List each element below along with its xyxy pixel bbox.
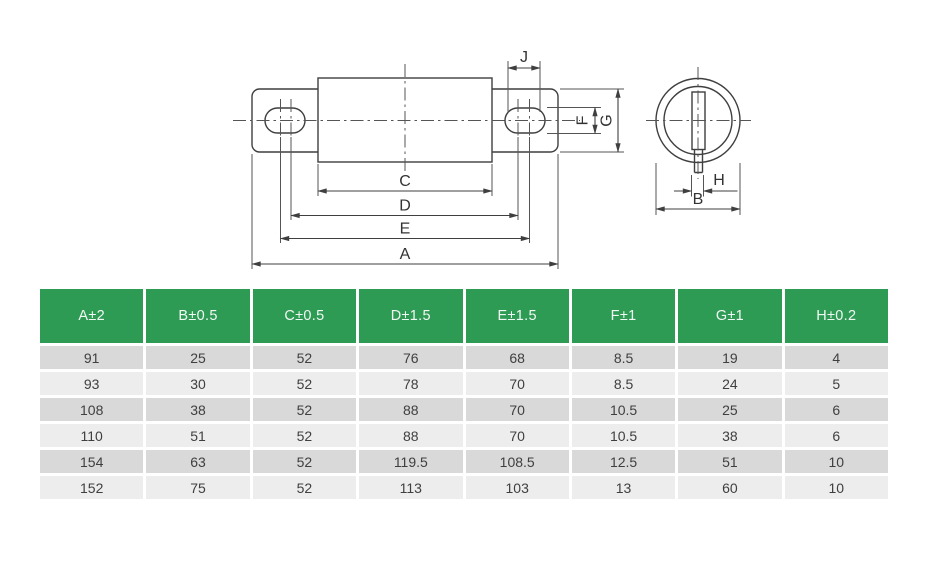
label-h: H	[713, 172, 725, 189]
table-cell: 52	[252, 450, 357, 473]
table-cell: 24	[678, 372, 782, 395]
table-cell: 12.5	[571, 450, 676, 473]
table-cell: 108.5	[465, 450, 569, 473]
table-cell: 88	[359, 424, 463, 447]
table-cell: 103	[465, 476, 569, 499]
table-cell: 38	[146, 398, 250, 421]
column-header-d: D±1.5	[359, 289, 463, 343]
table-cell: 30	[146, 372, 250, 395]
table-cell: 10.5	[571, 398, 676, 421]
column-header-e: E±1.5	[465, 289, 569, 343]
table-cell: 52	[252, 424, 357, 447]
table-cell: 4	[784, 346, 888, 369]
centerlines	[233, 64, 751, 179]
label-g: G	[599, 114, 616, 126]
table-cell: 8.5	[571, 372, 676, 395]
table-cell: 52	[252, 476, 357, 499]
table-cell: 51	[678, 450, 782, 473]
table-cell: 60	[678, 476, 782, 499]
table-cell: 52	[252, 346, 357, 369]
table-cell: 76	[359, 346, 463, 369]
label-b: B	[693, 191, 704, 208]
label-c: C	[399, 173, 411, 190]
table-cell: 52	[252, 372, 357, 395]
table-cell: 8.5	[571, 346, 676, 369]
table-cell: 110	[40, 424, 144, 447]
dimension-lines	[251, 65, 741, 267]
column-header-c: C±0.5	[252, 289, 357, 343]
table-cell: 113	[359, 476, 463, 499]
table-cell: 5	[784, 372, 888, 395]
table-cell: 63	[146, 450, 250, 473]
table-cell: 70	[465, 372, 569, 395]
technical-drawing: J C D E A F G H B	[233, 49, 751, 269]
table-cell: 6	[784, 424, 888, 447]
extension-lines	[251, 61, 741, 269]
table-cell: 152	[40, 476, 144, 499]
dimension-labels: J C D E A F G H B	[399, 49, 725, 263]
table-cell: 70	[465, 398, 569, 421]
dimensions-table: A±2 B±0.5 C±0.5 D±1.5 E±1.5 F±1 G±1 H±0.…	[40, 289, 888, 499]
column-header-b: B±0.5	[146, 289, 250, 343]
column-header-f: F±1	[571, 289, 676, 343]
table-cell: 10	[784, 450, 888, 473]
label-d: D	[399, 198, 411, 215]
label-j: J	[520, 49, 528, 66]
label-e: E	[400, 221, 411, 238]
column-header-h: H±0.2	[784, 289, 888, 343]
table-cell: 78	[359, 372, 463, 395]
table-cell: 154	[40, 450, 144, 473]
label-f: F	[575, 115, 592, 125]
table-cell: 38	[678, 424, 782, 447]
label-a: A	[400, 246, 411, 263]
table-cell: 108	[40, 398, 144, 421]
table-cell: 10	[784, 476, 888, 499]
table-cell: 75	[146, 476, 250, 499]
table-cell: 10.5	[571, 424, 676, 447]
table-cell: 25	[146, 346, 250, 369]
column-header-g: G±1	[678, 289, 782, 343]
table-cell: 119.5	[359, 450, 463, 473]
table-cell: 93	[40, 372, 144, 395]
table-cell: 68	[465, 346, 569, 369]
table-cell: 91	[40, 346, 144, 369]
column-header-a: A±2	[40, 289, 144, 343]
table-cell: 25	[678, 398, 782, 421]
table-cell: 52	[252, 398, 357, 421]
table-cell: 70	[465, 424, 569, 447]
table-cell: 19	[678, 346, 782, 369]
table-cell: 88	[359, 398, 463, 421]
table-cell: 6	[784, 398, 888, 421]
table-cell: 51	[146, 424, 250, 447]
table-cell: 13	[571, 476, 676, 499]
